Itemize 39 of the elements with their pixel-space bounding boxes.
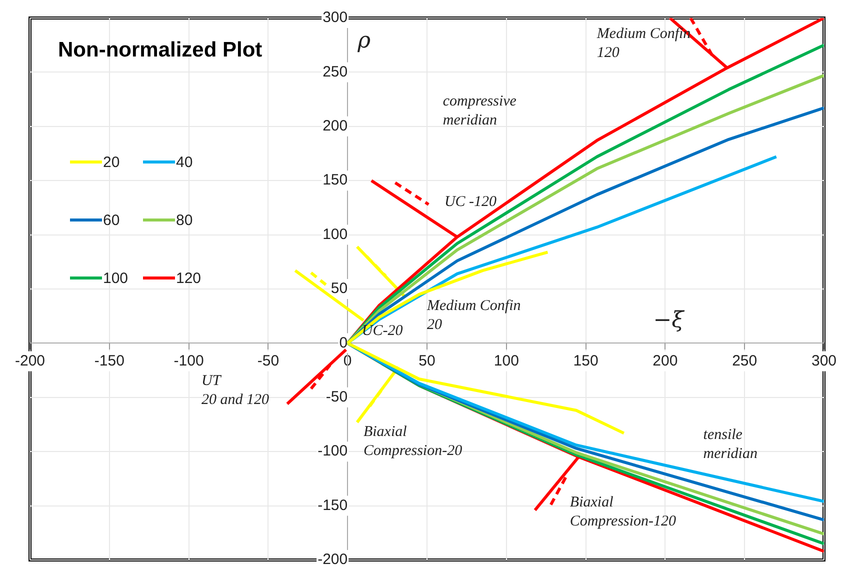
y-tick-label: 250: [322, 63, 348, 80]
annotation: compressive meridian: [442, 93, 517, 128]
y-tick-label: -50: [326, 388, 348, 406]
x-tick-label: -200: [14, 352, 46, 370]
annotation: UC-20: [362, 323, 404, 340]
x-tick-label: -50: [257, 352, 280, 370]
legend-label: 20: [103, 154, 120, 172]
y-tick-label: 300: [322, 9, 348, 26]
y-tick-label: -200: [318, 551, 348, 568]
y-tick-label: 100: [322, 226, 348, 243]
x-tick-label: 50: [418, 352, 436, 370]
legend-label: 100: [103, 270, 128, 288]
text: Non-normalized Plot: [58, 38, 262, 62]
y-tick-label: 150: [322, 172, 348, 189]
y-tick-label: 200: [322, 118, 348, 135]
annotation: tensile meridian: [703, 427, 758, 462]
annotation: UT 20 and 120: [202, 372, 270, 408]
x-tick-label: 300: [811, 352, 837, 370]
annotation: Biaxial Compression-120: [570, 494, 677, 530]
legend-label: 80: [176, 212, 193, 230]
legend-label: 120: [176, 270, 202, 288]
legend-label: 60: [103, 212, 120, 230]
x-axis-title: −ξ: [653, 308, 686, 333]
x-tick-label: 250: [732, 352, 758, 370]
y-tick-label: -150: [318, 496, 348, 514]
x-tick-label: 200: [652, 352, 678, 370]
annotation: Medium Confin 120: [596, 26, 691, 62]
annotation: Medium Confin 20: [426, 298, 521, 334]
annotation: UC -120: [444, 194, 498, 210]
x-tick-label: 150: [573, 352, 598, 370]
y-axis-title: ρ: [356, 28, 371, 54]
x-tick-label: -100: [174, 352, 204, 370]
y-tick-label: 50: [330, 280, 348, 298]
annotation: Biaxial Compression-20: [363, 424, 463, 459]
x-tick-label: -150: [94, 352, 124, 370]
legend-label: 40: [176, 154, 193, 172]
x-tick-label: 100: [494, 352, 519, 370]
y-tick-label: 0: [339, 334, 348, 352]
y-tick-label: -100: [318, 442, 348, 460]
